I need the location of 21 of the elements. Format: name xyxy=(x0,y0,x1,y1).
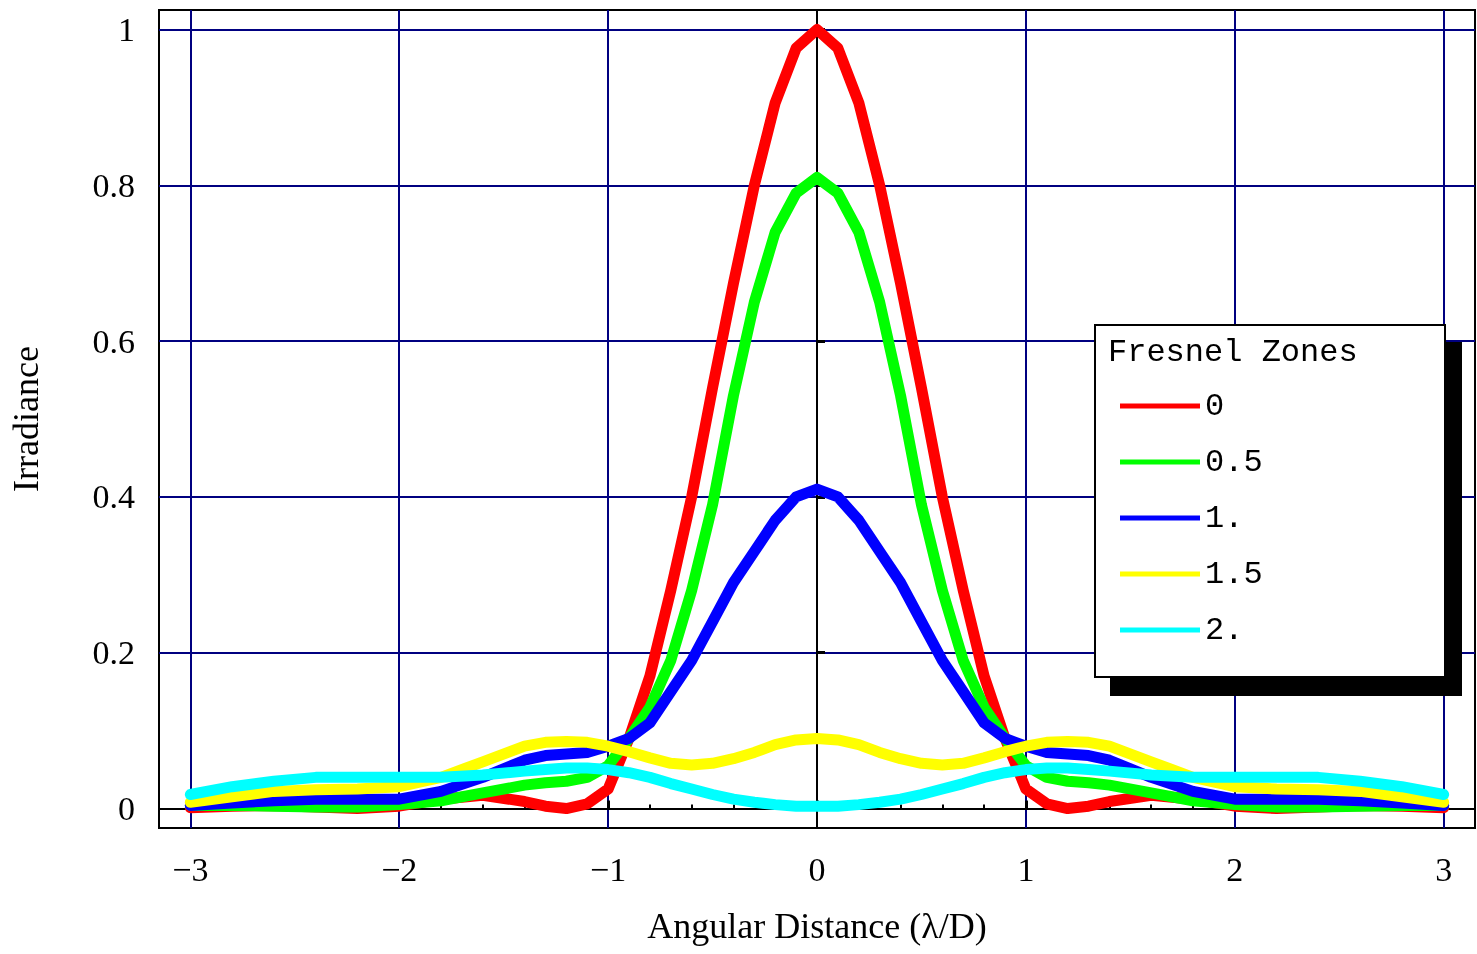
legend-title: Fresnel Zones xyxy=(1108,333,1358,371)
x-tick-label: 0 xyxy=(808,850,826,888)
x-tick-label: −1 xyxy=(590,850,627,888)
x-tick-label: 1 xyxy=(1017,850,1035,888)
x-tick-label: −3 xyxy=(172,850,209,888)
legend-label: 1. xyxy=(1205,499,1244,537)
x-axis-title: Angular Distance (λ/D) xyxy=(647,906,987,946)
y-axis-title: Irradiance xyxy=(6,346,46,492)
y-tick-label: 1 xyxy=(118,10,135,48)
legend-label: 0 xyxy=(1205,387,1225,425)
x-tick-label: 2 xyxy=(1226,850,1244,888)
x-tick-label: 3 xyxy=(1435,850,1453,888)
legend-label: 1.5 xyxy=(1205,555,1263,593)
y-tick-label: 0.8 xyxy=(92,166,135,204)
y-tick-label: 0.2 xyxy=(92,634,135,672)
y-tick-label: 0 xyxy=(118,790,135,828)
legend-label: 2. xyxy=(1205,611,1244,649)
x-tick-label: −2 xyxy=(381,850,418,888)
y-tick-label: 0.6 xyxy=(92,322,135,360)
legend-label: 0.5 xyxy=(1205,443,1263,481)
y-tick-label: 0.4 xyxy=(92,478,135,516)
